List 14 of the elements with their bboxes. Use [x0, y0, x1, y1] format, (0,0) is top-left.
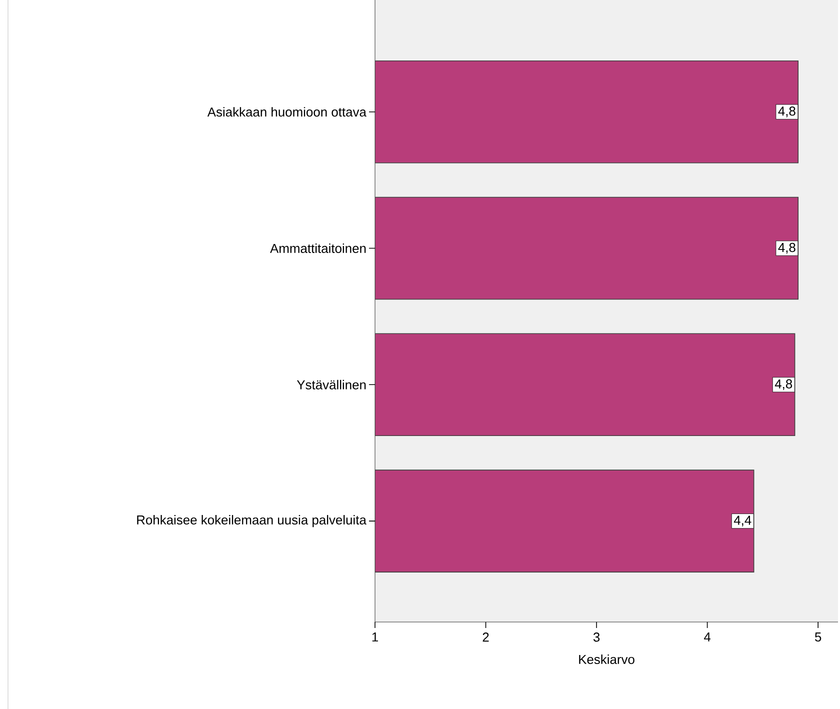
x-tick-label: 2	[482, 632, 489, 642]
y-tick-label: Asiakkaan huomioon ottava	[207, 107, 366, 117]
data-label: 4,8	[778, 242, 796, 254]
y-tick-label: Rohkaisee kokeilemaan uusia palveluita	[137, 515, 366, 528]
x-tick-label: 3	[593, 632, 600, 642]
y-tick-label: Ystävällinen	[296, 380, 366, 390]
data-label: 4,8	[774, 379, 792, 390]
x-tick-label: 5	[814, 632, 822, 642]
x-tick-label: 4	[704, 632, 711, 642]
x-axis-title: Keskiarvo	[579, 654, 634, 664]
data-label: 4,8	[778, 106, 796, 118]
y-tick-label: Ammattitaitoinen	[270, 243, 366, 254]
x-tick-label: 1	[372, 632, 378, 642]
data-label: 4,4	[734, 516, 752, 526]
